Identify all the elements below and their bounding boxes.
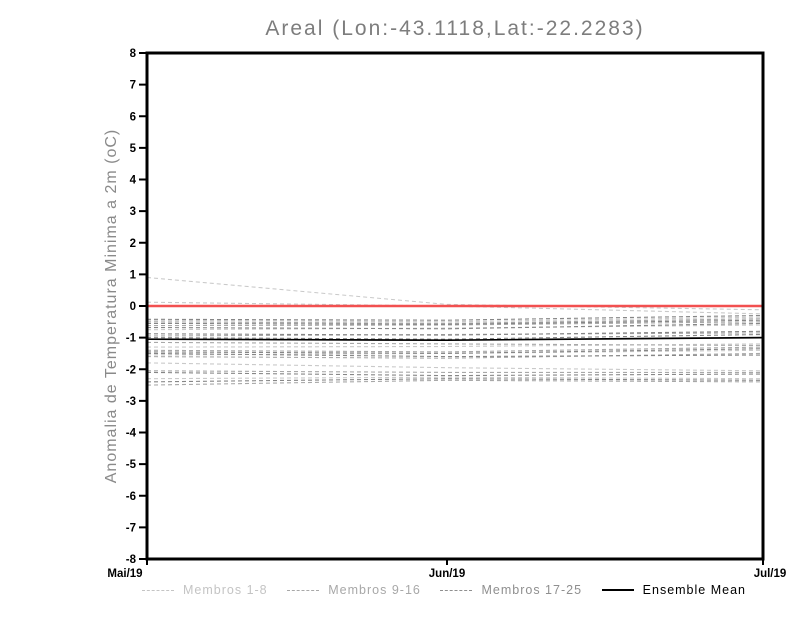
y-tick-label: 5 (130, 143, 137, 155)
y-tick-label: 3 (130, 206, 136, 218)
member-line-group-3 (146, 371, 764, 377)
legend-item-membros-9-16: Membros 9-16 (287, 583, 421, 597)
member-line-group-3 (146, 322, 764, 330)
solid-line-swatch-icon (601, 589, 634, 591)
member-line-group-3 (146, 314, 764, 321)
member-line-group-2 (146, 321, 764, 327)
member-line-group-2 (146, 341, 764, 347)
member-line-group-3 (146, 348, 764, 354)
y-tick-label: -4 (126, 428, 137, 440)
y-tick-label: 2 (130, 238, 136, 250)
legend-label: Membros 1-8 (183, 583, 268, 597)
member-line-group-1 (146, 362, 764, 372)
y-tick-label: -3 (126, 396, 136, 408)
member-line-group-2 (146, 332, 764, 337)
member-line-group-2 (146, 379, 764, 386)
member-line-group-2 (146, 346, 764, 353)
member-line-group-3 (146, 378, 764, 383)
member-line-group-1 (146, 276, 764, 311)
y-tick-label: -1 (126, 333, 137, 345)
y-tick-label: 4 (130, 175, 137, 187)
member-line-group-2 (146, 318, 764, 324)
x-tick-label: Mai/19 (107, 568, 142, 580)
dashed-line-swatch-icon (142, 589, 174, 591)
dashed-line-swatch-icon (287, 589, 320, 591)
y-tick-label: -7 (126, 522, 136, 534)
member-line-group-1 (146, 301, 764, 315)
member-line-group-1 (146, 324, 764, 331)
y-axis-label-text: Anomalia de Temperatura Minima a 2m (oC) (103, 128, 120, 484)
member-line-group-2 (146, 352, 764, 359)
x-tick-label: Jul/19 (754, 568, 787, 580)
y-tick-label: 0 (130, 301, 136, 313)
member-line-group-1 (146, 376, 764, 380)
member-line-group-1 (146, 316, 764, 323)
ensemble-mean-line (146, 336, 764, 342)
y-tick-label: 1 (130, 269, 137, 281)
member-line-group-3 (146, 352, 764, 358)
member-line-group-3 (146, 319, 764, 325)
y-tick-label: -2 (126, 364, 136, 376)
dashed-line-swatch-icon (440, 589, 473, 591)
y-tick-label: 6 (130, 111, 136, 123)
member-line-group-2 (146, 370, 763, 373)
member-line-group-1 (146, 343, 764, 348)
legend-label: Ensemble Mean (642, 583, 746, 597)
legend-item-membros-17-25: Membros 17-25 (440, 583, 582, 597)
legend: Membros 1-8 Membros 9-16 Membros 17-25 E… (142, 583, 746, 597)
legend-label: Membros 17-25 (481, 583, 583, 597)
legend-item-membros-1-8: Membros 1-8 (142, 583, 268, 597)
x-tick-label: Jun/19 (429, 568, 465, 580)
y-tick-label: 8 (130, 48, 137, 60)
legend-item-ensemble-mean: Ensemble Mean (601, 583, 746, 597)
chart-title: Areal (Lon:-43.1118,Lat:-22.2283) (265, 17, 645, 40)
member-line-group-3 (146, 333, 764, 340)
y-tick-label: -5 (126, 459, 137, 471)
y-tick-label: -6 (126, 491, 136, 503)
y-tick-label: -8 (126, 554, 137, 566)
y-tick-label: 7 (130, 80, 136, 92)
member-line-group-3 (146, 330, 764, 336)
legend-label: Membros 9-16 (328, 583, 421, 597)
